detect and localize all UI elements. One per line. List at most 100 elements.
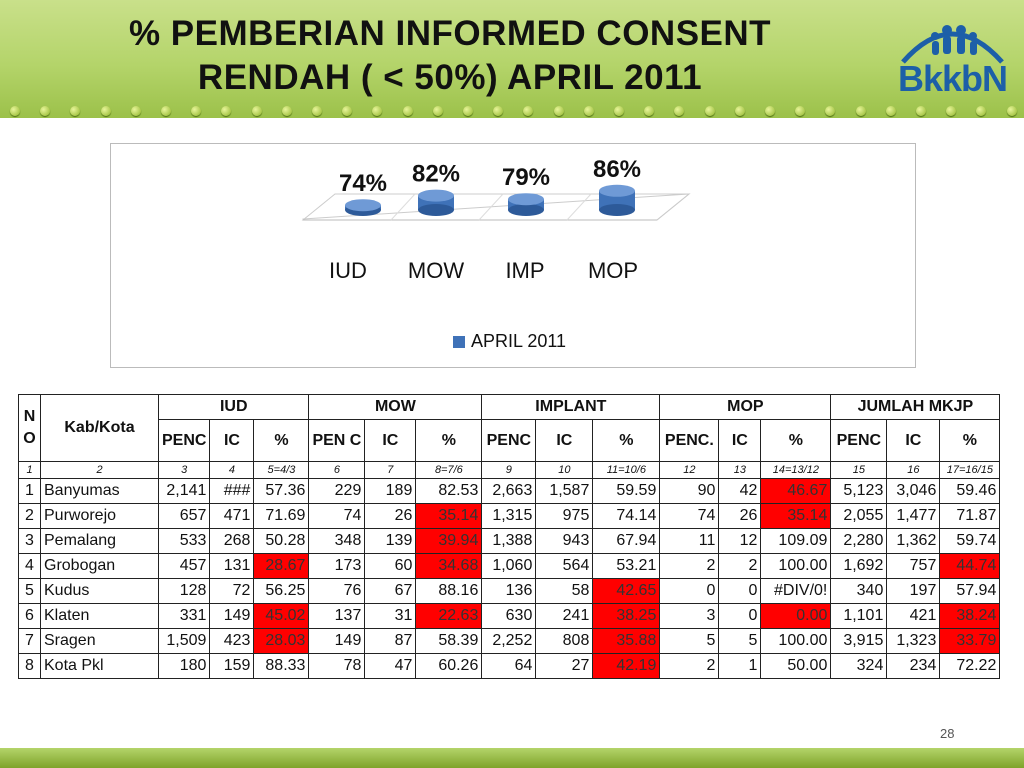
kab-kota-cell: Kota Pkl xyxy=(40,653,159,679)
value-cell: 1,388 xyxy=(481,528,537,554)
value-cell: 3,915 xyxy=(830,628,888,654)
value-cell: 11 xyxy=(659,528,720,554)
value-cell: 28.03 xyxy=(253,628,310,654)
value-cell: 58.39 xyxy=(415,628,483,654)
table-row: 5 Kudus 128 72 56.25 76 67 88.16 136 58 42.65 0 0 #DI… xyxy=(18,578,1001,604)
row-number-cell: 5 xyxy=(18,578,41,604)
index-cell: 9 xyxy=(481,461,537,479)
value-cell: 5,123 xyxy=(830,478,888,504)
value-cell: 35.14 xyxy=(760,503,832,529)
index-cell: 16 xyxy=(886,461,941,479)
chart-floor-divider xyxy=(390,193,416,221)
title-line-1: % PEMBERIAN INFORMED CONSENT xyxy=(128,14,772,53)
index-cell: 15 xyxy=(830,461,888,479)
index-cell: 10 xyxy=(535,461,594,479)
value-cell: 3 xyxy=(659,603,720,629)
header-dot xyxy=(251,106,262,116)
value-cell: 26 xyxy=(718,503,762,529)
sub-header-cell: IC xyxy=(209,419,255,462)
value-cell: 1,587 xyxy=(535,478,594,504)
header-dot xyxy=(493,106,504,116)
value-cell: 72 xyxy=(209,578,255,604)
value-cell: 173 xyxy=(308,553,366,579)
header-dot xyxy=(463,106,473,116)
value-cell: 57.94 xyxy=(939,578,1001,604)
value-cell: 100.00 xyxy=(760,553,832,579)
value-cell: #DIV/0! xyxy=(760,578,832,604)
value-cell: 657 xyxy=(157,503,211,529)
value-cell: ### xyxy=(209,478,255,504)
value-cell: 423 xyxy=(209,628,255,654)
sub-header-cell: % xyxy=(253,419,310,462)
value-cell: 59.46 xyxy=(939,478,1001,504)
header-dot xyxy=(523,106,534,116)
value-cell: 331 xyxy=(157,603,211,629)
value-cell: 72.22 xyxy=(939,653,1001,679)
table-index-row: 1 2 3 4 5=4/3 6 7 8=7/6 9 10 11=10/6 12 13 14=13/12 15… xyxy=(18,461,1001,479)
value-cell: 44.74 xyxy=(939,553,1001,579)
header-dot xyxy=(553,106,564,116)
chart-svg: 74% 82% 79% 86% IUD MOW IMP MOP APRIL 2011 xyxy=(301,156,691,351)
header-group-jumlah-mkjp: JUMLAH MKJP xyxy=(830,394,1001,420)
header-dot xyxy=(765,106,775,116)
chart-data-label: 79% xyxy=(502,164,550,191)
value-cell: 1,509 xyxy=(157,628,211,654)
row-number-cell: 1 xyxy=(18,478,41,504)
sub-header-cell: % xyxy=(939,419,1001,462)
header-no: N O xyxy=(18,394,41,462)
logo-text: BkkbN xyxy=(897,58,1008,99)
kab-kota-cell: Grobogan xyxy=(40,553,159,579)
value-cell: 50.00 xyxy=(760,653,832,679)
value-cell: 630 xyxy=(481,603,537,629)
kab-kota-cell: Kudus xyxy=(40,578,159,604)
kab-kota-cell: Pemalang xyxy=(40,528,159,554)
header-dot xyxy=(221,106,232,116)
chart-bar-base xyxy=(418,204,454,216)
index-cell: 14=13/12 xyxy=(760,461,832,479)
header-dot xyxy=(644,106,655,116)
value-cell: 64 xyxy=(481,653,537,679)
chart-bar-top xyxy=(418,189,454,202)
value-cell: 67.94 xyxy=(592,528,661,554)
sub-header-cell: % xyxy=(760,419,832,462)
value-cell: 22.63 xyxy=(415,603,483,629)
value-cell: 67 xyxy=(364,578,417,604)
logo-people-icon xyxy=(901,25,1004,64)
value-cell: 42 xyxy=(718,478,762,504)
bkkbn-logo: BkkbN xyxy=(895,14,1010,102)
value-cell: 45.02 xyxy=(253,603,310,629)
header-dot xyxy=(100,106,111,116)
chart-bar-top xyxy=(599,184,635,197)
value-cell: 42.65 xyxy=(592,578,661,604)
table-row: 6 Klaten 331 149 45.02 137 31 22.63 630 241 38.25 3… xyxy=(18,603,1001,629)
value-cell: 2 xyxy=(718,553,762,579)
sub-header-cell: PENC xyxy=(157,419,211,462)
index-cell: 1 xyxy=(18,461,41,479)
header-dot xyxy=(161,106,171,116)
value-cell: 139 xyxy=(364,528,417,554)
header-dot xyxy=(885,106,896,116)
informed-consent-table: N O Kab/Kota IUD MOW IMPLANT MOP JUMLAH … xyxy=(18,394,1001,679)
value-cell: 421 xyxy=(886,603,941,629)
index-cell: 17=16/15 xyxy=(939,461,1001,479)
value-cell: 33.79 xyxy=(939,628,1001,654)
value-cell: 26 xyxy=(364,503,417,529)
value-cell: 42.19 xyxy=(592,653,661,679)
sub-header-cell: % xyxy=(415,419,483,462)
index-cell: 3 xyxy=(157,461,211,479)
value-cell: 0 xyxy=(659,578,720,604)
index-cell: 2 xyxy=(40,461,159,479)
sub-header-cell: PEN C xyxy=(308,419,366,462)
value-cell: 564 xyxy=(535,553,594,579)
value-cell: 27 xyxy=(535,653,594,679)
value-cell: 128 xyxy=(157,578,211,604)
value-cell: 2,663 xyxy=(481,478,537,504)
value-cell: 53.21 xyxy=(592,553,661,579)
value-cell: 90 xyxy=(659,478,720,504)
table-row: 4 Grobogan 457 131 28.67 173 60 34.68 1,060 564 53… xyxy=(18,553,1001,579)
value-cell: 50.28 xyxy=(253,528,310,554)
value-cell: 5 xyxy=(718,628,762,654)
table-row: 1 Banyumas 2,141 ### 57.36 229 189 82.53 2,663 1,… xyxy=(18,478,1001,504)
sub-header-cell: IC xyxy=(718,419,762,462)
kab-kota-cell: Purworejo xyxy=(40,503,159,529)
